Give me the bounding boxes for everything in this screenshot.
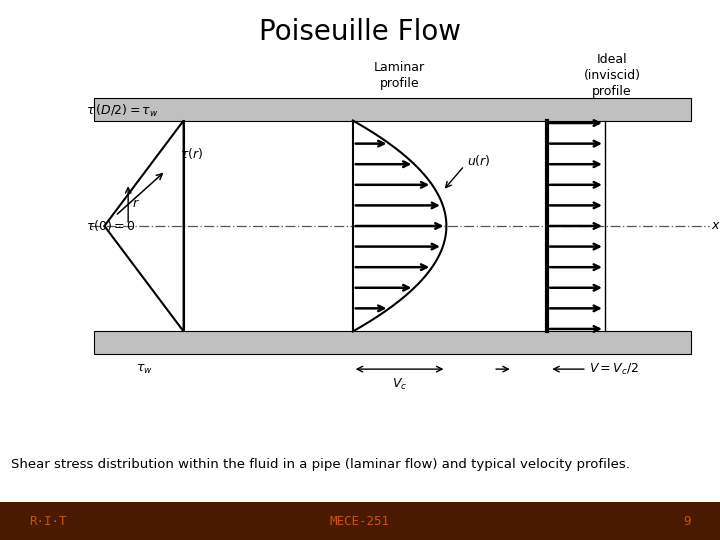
Text: MECE-251: MECE-251 bbox=[330, 515, 390, 528]
Text: Shear stress distribution within the fluid in a pipe (laminar flow) and typical : Shear stress distribution within the flu… bbox=[11, 458, 630, 471]
Text: Poiseuille Flow: Poiseuille Flow bbox=[259, 18, 461, 45]
Text: $x$: $x$ bbox=[711, 219, 720, 233]
Bar bbox=[94, 332, 691, 354]
Text: $u(r)$: $u(r)$ bbox=[467, 153, 490, 168]
Text: $\tau(r)$: $\tau(r)$ bbox=[180, 146, 203, 161]
Bar bbox=[94, 98, 691, 120]
Text: 9: 9 bbox=[684, 515, 691, 528]
Text: $\tau(0) = 0$: $\tau(0) = 0$ bbox=[86, 219, 136, 233]
Text: Laminar
profile: Laminar profile bbox=[374, 61, 426, 90]
Text: $r$: $r$ bbox=[132, 197, 140, 210]
Text: $V_c$: $V_c$ bbox=[392, 376, 408, 392]
Text: R·I·T: R·I·T bbox=[29, 515, 66, 528]
Text: $V = V_c/2$: $V = V_c/2$ bbox=[589, 362, 639, 377]
Text: $\tau\,(D/2) = \tau_w$: $\tau\,(D/2) = \tau_w$ bbox=[86, 103, 159, 119]
Text: $\tau_w$: $\tau_w$ bbox=[135, 362, 153, 376]
Text: Ideal
(inviscid)
profile: Ideal (inviscid) profile bbox=[583, 53, 641, 98]
